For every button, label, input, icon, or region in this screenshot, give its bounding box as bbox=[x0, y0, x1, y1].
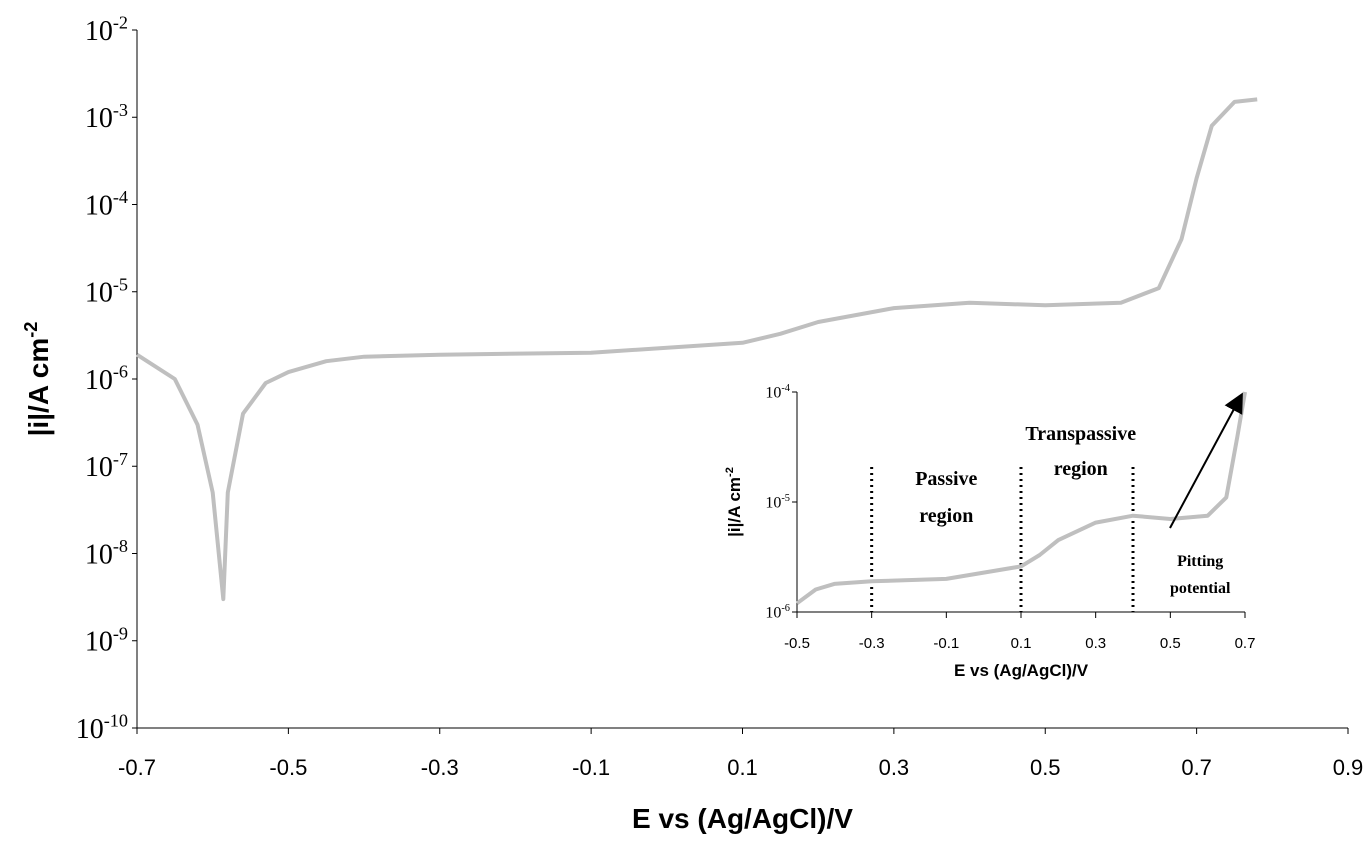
data-line bbox=[135, 97, 1258, 602]
annotation: potential bbox=[1170, 580, 1231, 597]
x-tick-label: -0.5 bbox=[784, 635, 810, 652]
y-tick-label: 10-5 bbox=[765, 493, 790, 511]
inset-background bbox=[717, 372, 1275, 692]
x-tick-label: 0.1 bbox=[1011, 635, 1032, 652]
x-tick-label: 0.1 bbox=[727, 755, 758, 780]
annotation: Transpassive bbox=[1025, 423, 1136, 445]
y-axis-title: |i|/A cm-2 bbox=[724, 467, 744, 537]
y-tick-label: 10-2 bbox=[85, 13, 128, 47]
y-tick-label: 10-3 bbox=[85, 100, 128, 134]
annotation: region bbox=[1054, 458, 1108, 480]
y-tick-label: 10-4 bbox=[85, 187, 128, 221]
x-tick-label: -0.1 bbox=[933, 635, 959, 652]
x-tick-label: 0.5 bbox=[1030, 755, 1061, 780]
y-tick-label: 10-8 bbox=[85, 536, 128, 570]
y-tick-label: 10-6 bbox=[85, 362, 128, 396]
x-tick-label: -0.5 bbox=[269, 755, 307, 780]
y-tick-label: 10-10 bbox=[76, 711, 128, 745]
pitting-arrow bbox=[1169, 392, 1243, 529]
x-tick-label: 0.7 bbox=[1181, 755, 1212, 780]
data-line bbox=[795, 391, 1247, 605]
annotation: Passive bbox=[915, 468, 977, 490]
y-tick-label: 10-9 bbox=[85, 623, 128, 657]
x-tick-label: 0.3 bbox=[879, 755, 910, 780]
y-tick-label: 10-4 bbox=[765, 383, 790, 401]
y-axis-title: |i|/A cm-2 bbox=[21, 322, 54, 437]
x-tick-label: -0.7 bbox=[118, 755, 156, 780]
x-tick-label: 0.7 bbox=[1235, 635, 1256, 652]
x-axis-title: E vs (Ag/AgCl)/V bbox=[632, 803, 853, 834]
x-tick-label: 0.5 bbox=[1160, 635, 1181, 652]
y-tick-label: 10-5 bbox=[85, 274, 128, 308]
annotation: region bbox=[919, 505, 973, 527]
y-tick-label: 10-6 bbox=[765, 603, 790, 621]
x-tick-label: 0.9 bbox=[1333, 755, 1364, 780]
annotation: Pitting bbox=[1177, 553, 1223, 570]
x-tick-label: -0.1 bbox=[572, 755, 610, 780]
x-tick-label: -0.3 bbox=[421, 755, 459, 780]
x-tick-label: 0.3 bbox=[1085, 635, 1106, 652]
y-tick-label: 10-7 bbox=[85, 449, 128, 483]
x-axis-title: E vs (Ag/AgCl)/V bbox=[954, 661, 1089, 680]
x-tick-label: -0.3 bbox=[859, 635, 885, 652]
